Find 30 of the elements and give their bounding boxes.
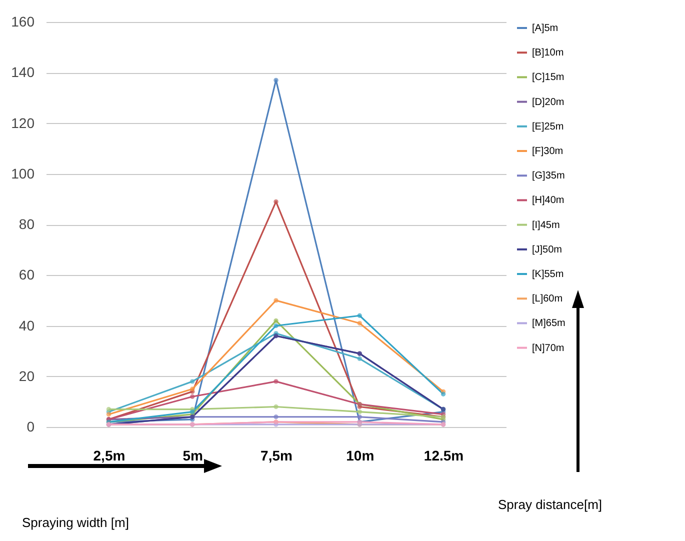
y-tick-label: 160	[11, 14, 35, 30]
x-tick-label: 12.5m	[424, 448, 464, 464]
legend-label: [F]30m	[532, 146, 564, 157]
legend-label: [K]55m	[532, 269, 564, 280]
x-tick-label: 10m	[346, 448, 374, 464]
y-tick-label: 120	[11, 114, 35, 131]
legend-label: [E]25m	[532, 121, 564, 132]
x-tick-label: 2,5m	[93, 448, 126, 464]
y-tick-label: 60	[18, 266, 35, 283]
legend-label: [G]35m	[532, 170, 565, 182]
legend-label: [L]60m	[532, 294, 563, 305]
legend-label: [D]20m	[532, 96, 564, 108]
x-tick-label: 7,5m	[260, 448, 292, 464]
legend-title: Spray distance[m]	[498, 497, 602, 512]
x-axis-title: Spraying width [m]	[22, 515, 129, 530]
legend-label: [J]50m	[532, 244, 562, 256]
legend-label: [M]65m	[532, 318, 566, 330]
y-tick-label: 140	[11, 64, 35, 80]
legend-label: [I]45m	[532, 220, 560, 231]
legend-label: [H]40m	[532, 195, 564, 206]
x-tick-label: 5m	[182, 448, 203, 464]
legend-label: [C]15m	[532, 72, 564, 84]
y-tick-label: 40	[18, 317, 35, 334]
y-tick-label: 20	[18, 368, 35, 384]
legend-label: [N]70m	[532, 342, 564, 354]
legend-label: [B]10m	[532, 48, 564, 59]
y-tick-label: 0	[26, 418, 35, 434]
legend-label: [A]5m	[532, 23, 558, 34]
y-tick-label: 80	[18, 216, 35, 232]
y-tick-label: 100	[11, 165, 35, 182]
